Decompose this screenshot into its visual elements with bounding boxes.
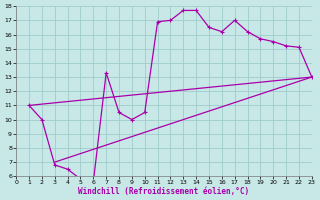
X-axis label: Windchill (Refroidissement éolien,°C): Windchill (Refroidissement éolien,°C): [78, 187, 250, 196]
